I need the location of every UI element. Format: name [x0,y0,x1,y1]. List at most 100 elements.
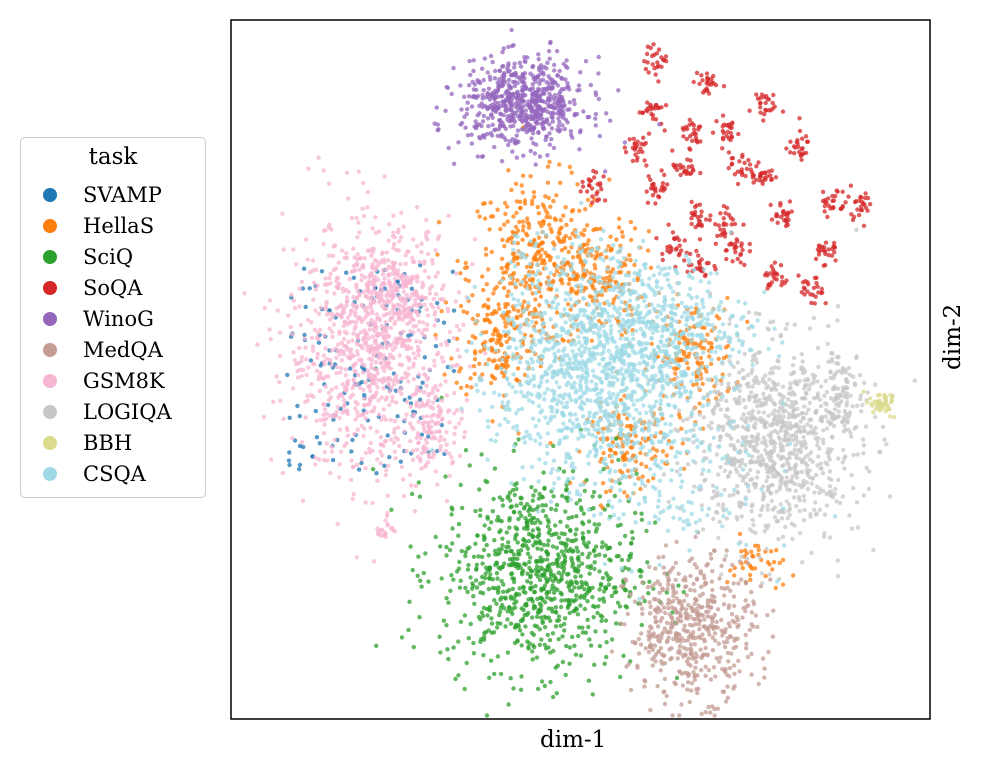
point-winog [545,60,550,65]
point-sciq [600,575,606,581]
point-medqa [667,612,672,617]
point-gsm8k [444,442,449,447]
point-gsm8k [419,466,424,471]
point-gsm8k [312,327,318,332]
point-sciq [582,587,587,592]
point-hellas [552,272,557,278]
point-sciq [519,496,524,501]
point-winog [526,102,531,108]
point-gsm8k [341,398,347,403]
point-gsm8k [400,285,406,290]
point-soqa [729,121,734,127]
point-gsm8k [456,421,462,426]
point-winog [510,149,515,154]
point-soqa [729,222,734,227]
point-gsm8k [268,457,274,462]
point-gsm8k [390,378,395,383]
point-medqa [696,612,701,617]
point-hellas [538,364,543,369]
point-gsm8k [342,329,348,334]
point-medqa [686,602,691,608]
point-hellas [616,415,621,420]
point-medqa [743,608,748,614]
point-soqa [636,149,641,155]
point-sciq [474,585,480,590]
point-winog [571,98,577,103]
point-soqa [855,207,860,212]
point-medqa [638,642,644,647]
point-soqa [843,200,848,205]
point-sciq [448,588,453,593]
point-soqa [751,173,757,178]
point-gsm8k [378,360,383,365]
point-winog [537,67,542,73]
point-sciq [542,683,548,689]
point-gsm8k [414,403,419,408]
point-medqa [670,618,675,624]
point-sciq [538,615,544,620]
point-gsm8k [356,220,361,225]
point-sciq [433,534,438,540]
point-hellas [582,227,587,233]
point-sciq [554,502,560,508]
point-hellas [725,580,730,585]
point-gsm8k [315,330,321,336]
point-hellas [548,226,553,232]
point-medqa [647,611,653,616]
point-medqa [650,663,655,668]
point-sciq [540,495,545,500]
point-medqa [655,579,660,584]
point-medqa [653,619,658,625]
point-winog [500,79,506,85]
point-gsm8k [432,358,437,363]
point-sciq [562,628,567,633]
point-sciq [506,588,512,593]
point-hellas [608,488,613,493]
point-medqa [695,673,700,678]
point-medqa [710,619,715,625]
point-svamp [287,462,292,468]
point-soqa [692,204,698,210]
point-gsm8k [322,228,327,233]
point-medqa [675,616,680,621]
point-gsm8k [335,521,340,527]
point-hellas [514,377,520,383]
point-medqa [642,678,647,683]
point-gsm8k [303,415,308,420]
point-hellas [561,213,566,218]
point-sciq [587,571,592,576]
point-medqa [625,611,630,617]
point-hellas [498,342,504,347]
point-hellas [554,193,559,198]
point-sciq [621,653,626,658]
point-sciq [450,526,455,531]
point-medqa [694,565,700,570]
point-sciq [535,517,540,523]
point-soqa [739,243,744,249]
point-sciq [609,593,614,599]
point-gsm8k [378,449,383,454]
point-gsm8k [322,458,327,463]
point-sciq [570,469,576,474]
point-medqa [678,639,684,644]
point-soqa [774,277,779,282]
point-sciq [554,545,559,550]
point-gsm8k [422,268,427,274]
point-gsm8k [342,255,347,260]
point-gsm8k [336,260,341,265]
point-soqa [770,106,776,111]
point-winog [480,66,485,71]
point-soqa [687,134,693,139]
point-sciq [451,577,456,582]
point-hellas [520,219,526,224]
point-gsm8k [332,437,337,442]
point-gsm8k [327,181,332,186]
point-medqa [623,577,628,582]
point-medqa [710,648,716,653]
point-medqa [687,622,693,628]
point-sciq [482,523,487,528]
point-gsm8k [329,449,335,454]
point-soqa [632,147,637,152]
point-sciq [467,463,472,468]
point-medqa [640,595,646,600]
